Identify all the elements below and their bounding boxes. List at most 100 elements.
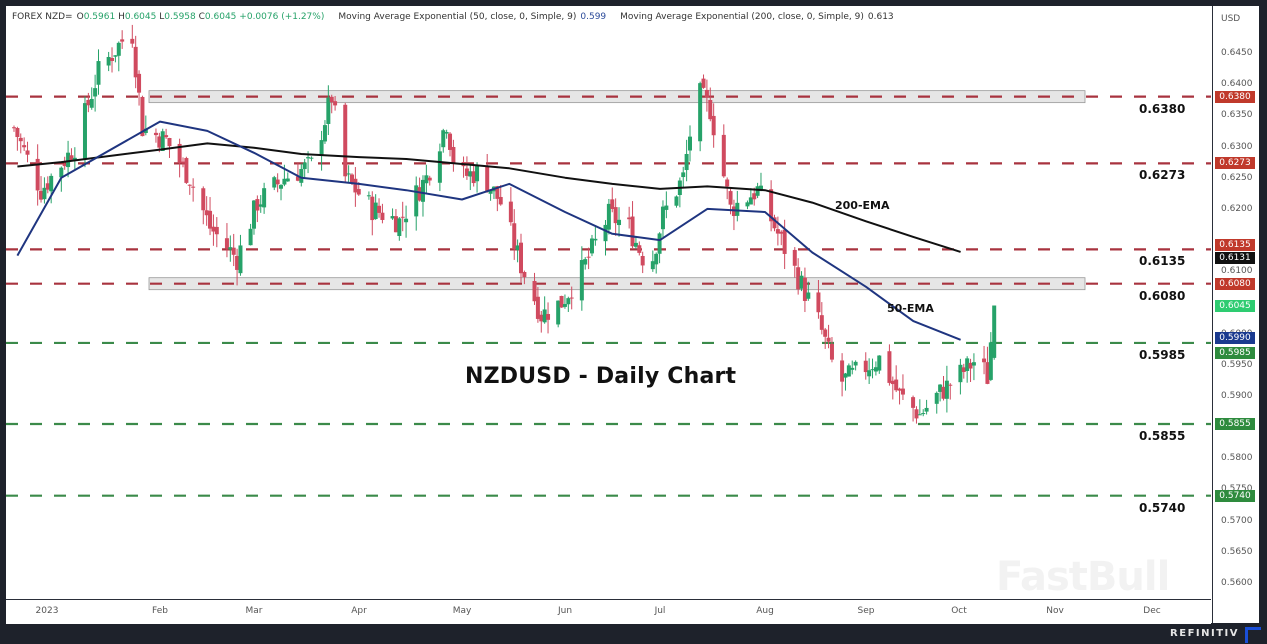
brand-name: REFINITIV xyxy=(1170,628,1239,639)
price-tick-label: 0.5900 xyxy=(1221,390,1253,401)
candle-up xyxy=(322,125,327,142)
time-tick-label: Aug xyxy=(756,606,774,616)
candle-down xyxy=(201,188,206,211)
candle-up xyxy=(688,136,692,151)
candle-up xyxy=(633,242,638,247)
candle-down xyxy=(167,137,172,147)
candle-down xyxy=(133,46,138,78)
candle-down xyxy=(796,267,801,290)
candle-down xyxy=(22,145,27,148)
candle-up xyxy=(404,218,409,223)
footer-bar: REFINITIV xyxy=(0,623,1267,644)
candle-down xyxy=(62,164,67,167)
candle-down xyxy=(377,205,382,213)
candle-up xyxy=(556,300,561,325)
candle-up xyxy=(414,185,419,217)
candle-down xyxy=(802,277,807,301)
candle-down xyxy=(630,216,635,247)
candle-down xyxy=(508,201,513,223)
candle-up xyxy=(96,61,101,85)
candle-up xyxy=(444,132,449,134)
ema200-annotation: 200-EMA xyxy=(835,199,890,212)
candle-up xyxy=(437,151,442,183)
candle-down xyxy=(427,177,432,181)
candle-down xyxy=(370,196,375,221)
candle-down xyxy=(12,127,16,129)
candle-down xyxy=(204,210,209,216)
candle-down xyxy=(894,379,899,391)
chart-title: NZDUSD - Daily Chart xyxy=(465,364,737,389)
time-tick-label: Mar xyxy=(245,606,263,616)
candle-up xyxy=(664,205,669,210)
candle-up xyxy=(424,175,429,184)
candle-down xyxy=(914,409,919,419)
price-axis-unit: USD xyxy=(1221,14,1241,24)
price-tick-label: 0.5600 xyxy=(1221,577,1253,588)
price-tick-label: 0.5650 xyxy=(1221,546,1253,557)
candle-up xyxy=(373,202,378,220)
candle-down xyxy=(985,362,990,384)
candle-down xyxy=(819,315,824,330)
price-tag: 0.5740 xyxy=(1215,489,1255,502)
price-tick-label: 0.6250 xyxy=(1221,172,1253,183)
candle-down xyxy=(448,133,453,150)
candle-down xyxy=(900,388,905,395)
candle-down xyxy=(181,161,185,163)
candle-down xyxy=(39,190,44,200)
plot-area[interactable]: FOREX NZD= O0.5961 H0.6045 L0.5958 C0.60… xyxy=(6,6,1211,598)
candle-down xyxy=(130,38,135,44)
legend-ohlc: O0.5961 H0.6045 L0.5958 C0.6045 +0.0076 … xyxy=(76,12,325,22)
candle-up xyxy=(657,233,662,254)
candle-up xyxy=(285,178,290,182)
candle-down xyxy=(569,297,574,299)
ema50-line xyxy=(16,120,961,341)
candle-up xyxy=(735,202,740,216)
candle-up xyxy=(279,185,284,189)
candle-down xyxy=(231,247,236,255)
candle-down xyxy=(45,183,50,190)
watermark: FastBull xyxy=(996,554,1170,598)
candle-up xyxy=(420,179,425,202)
candle-down xyxy=(610,199,615,209)
price-tick-label: 0.6400 xyxy=(1221,79,1253,90)
candle-up xyxy=(698,83,703,142)
candle-down xyxy=(982,358,987,363)
time-axis[interactable]: 2023 Feb Mar Apr May Jun Jul Aug Sep Oct Nov Dec xyxy=(6,599,1211,624)
ema200-line xyxy=(17,142,961,253)
price-axis[interactable]: USD 0.6450 0.6400 0.6350 0.6300 0.6250 0.6200… xyxy=(1212,6,1259,623)
candle-down xyxy=(295,176,300,181)
price-tag: 0.6045 xyxy=(1215,299,1255,312)
candle-down xyxy=(333,101,338,106)
candle-up xyxy=(917,414,922,416)
candle-down xyxy=(400,216,405,218)
candle-up xyxy=(346,173,351,175)
candle-down xyxy=(69,155,74,160)
candle-up xyxy=(106,56,111,66)
candle-down xyxy=(559,295,564,308)
candle-down xyxy=(343,104,348,177)
candle-down xyxy=(110,57,115,61)
candle-up xyxy=(113,55,118,57)
candle-down xyxy=(816,292,821,313)
candle-up xyxy=(319,140,324,156)
candle-down xyxy=(191,186,196,188)
candle-up xyxy=(143,128,148,133)
candle-down xyxy=(35,158,40,191)
time-tick-label: Feb xyxy=(152,606,168,616)
candle-up xyxy=(468,171,473,177)
candle-down xyxy=(485,165,490,192)
candle-up xyxy=(82,103,87,160)
time-tick-label: Jul xyxy=(654,606,666,616)
candle-down xyxy=(495,186,500,199)
level-value-label: 0.5855 xyxy=(1139,428,1186,443)
candle-up xyxy=(299,168,304,183)
candle-down xyxy=(711,115,716,136)
candle-up xyxy=(593,238,598,241)
candle-up xyxy=(248,228,253,246)
candle-down xyxy=(701,78,706,88)
candle-down xyxy=(640,255,645,266)
candle-down xyxy=(208,210,213,229)
candlestick-chart xyxy=(6,24,1211,497)
legend-change: +0.0076 (+1.27%) xyxy=(239,12,325,22)
candle-down xyxy=(329,96,334,103)
